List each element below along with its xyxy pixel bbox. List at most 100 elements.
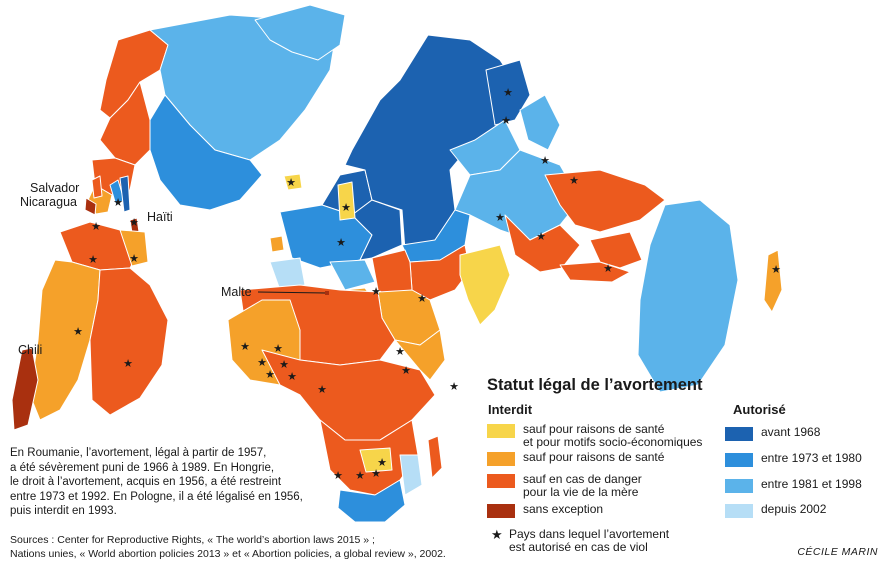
west-coast-strip: [99, 81, 151, 166]
star-icon: ★: [540, 154, 550, 167]
salvador-nicaragua-region: [84, 197, 97, 216]
star-icon: ★: [91, 220, 101, 233]
legend-item-label: sauf pour raisons de santé et pour motif…: [523, 422, 703, 449]
australia-region: [637, 199, 739, 393]
legend-item-before-1968: avant 1968: [725, 426, 820, 441]
star-icon: ★: [129, 216, 139, 229]
star-icon: ★: [273, 342, 283, 355]
legend-swatch: [725, 479, 753, 493]
label-salvador: Salvador: [30, 181, 80, 195]
star-icon: ★: [569, 174, 579, 187]
star-icon: ★: [417, 292, 427, 305]
legend-item-no-exception: sans exception: [487, 503, 603, 518]
star-icon: ★: [495, 211, 505, 224]
legend-swatch: [725, 453, 753, 467]
legend-item-label: sauf pour raisons de santé: [523, 450, 665, 464]
star-icon: ★: [265, 368, 275, 381]
label-nicaragua: Nicaragua: [20, 195, 77, 209]
india-region: [459, 244, 511, 326]
star-icon: ★: [449, 380, 459, 393]
legend-swatch: [725, 427, 753, 441]
islands-strip: [559, 261, 631, 283]
guyana-region: [119, 229, 149, 267]
legend-swatch: [487, 452, 515, 466]
star-icon: ★: [88, 253, 98, 266]
kamchatka-region: [485, 59, 531, 126]
star-icon: ★: [257, 356, 267, 369]
ireland-region: [269, 235, 285, 253]
historical-note: En Roumanie, l’avortement, légal à parti…: [10, 447, 303, 517]
star-icon: ★: [287, 370, 297, 383]
sweden-region: [337, 181, 356, 221]
star-icon: ★: [401, 364, 411, 377]
star-icon: ★: [123, 357, 133, 370]
star-icon: ★: [501, 114, 511, 127]
label-haiti: Haïti: [147, 210, 173, 224]
star-icon: ★: [377, 456, 387, 469]
legend-item-label: entre 1973 et 1980: [761, 451, 862, 465]
sources: Sources : Center for Reproductive Rights…: [10, 534, 446, 560]
star-icon: ★: [279, 358, 289, 371]
star-icon: ★: [341, 201, 351, 214]
label-malte: Malte: [221, 285, 252, 299]
legend-item-label: avant 1968: [761, 425, 821, 439]
alaska-islands: [91, 175, 103, 199]
andes-region: [29, 259, 101, 421]
malte-leader-line: [257, 291, 327, 294]
legend-item-since-2002: depuis 2002: [725, 503, 826, 518]
star-icon: ★: [317, 383, 327, 396]
southeast-asia: [504, 214, 581, 273]
chile-strip: [11, 347, 39, 431]
legend-authorized-heading: Autorisé: [733, 402, 786, 417]
east-horn-africa: [394, 329, 446, 381]
star-icon: ★: [371, 467, 381, 480]
greenland-region: [254, 4, 346, 61]
legend-swatch: [487, 424, 515, 438]
star-icon: ★: [73, 325, 83, 338]
star-icon: ★: [395, 345, 405, 358]
indonesia-region: [544, 169, 666, 233]
new-zealand-region: [763, 249, 783, 313]
author-credit: CÉCILE MARIN: [797, 546, 878, 558]
legend-star-label: Pays dans lequel l’avortement est autori…: [509, 527, 670, 554]
legend-item-health-socioeconomic: sauf pour raisons de santé et pour motif…: [487, 423, 702, 449]
legend-item-label: entre 1981 et 1998: [761, 477, 862, 491]
cuba-region: [119, 175, 131, 213]
legend-swatch: [487, 474, 515, 488]
star-icon: ★: [240, 340, 250, 353]
iberia-region: [269, 257, 306, 291]
legend-item-health: sauf pour raisons de santé: [487, 451, 664, 466]
legend-item-1981-1998: entre 1981 et 1998: [725, 478, 862, 493]
star-icon: ★: [771, 263, 781, 276]
italy-balkans: [329, 259, 376, 291]
legend-item-label: depuis 2002: [761, 502, 827, 516]
legend-item-label: sauf en cas de danger pour la vie de la …: [523, 472, 642, 499]
zambia-region: [359, 447, 393, 473]
star-icon: ★: [355, 469, 365, 482]
legend-title: Statut légal de l’avortement: [487, 376, 703, 394]
star-icon: ★: [113, 196, 123, 209]
korea-japan: [519, 94, 561, 151]
philippines-region: [589, 231, 643, 269]
star-icon: ★: [286, 176, 296, 189]
star-icon: ★: [503, 86, 513, 99]
legend-swatch: [725, 504, 753, 518]
legend-star-item: ★ Pays dans lequel l’avortement est auto…: [491, 528, 669, 554]
iceland-region: [283, 173, 303, 191]
star-icon: ★: [491, 527, 503, 542]
mozambique-region: [399, 454, 423, 496]
star-icon: ★: [603, 262, 613, 275]
star-icon: ★: [536, 230, 546, 243]
madagascar-region: [427, 435, 443, 479]
legend-item-label: sans exception: [523, 502, 604, 516]
legend-item-1973-1980: entre 1973 et 1980: [725, 452, 862, 467]
star-icon: ★: [371, 285, 381, 298]
label-chili: Chili: [18, 343, 43, 357]
legend-swatch: [487, 504, 515, 518]
malte-marker: [325, 291, 329, 295]
south-africa-region: [337, 479, 406, 523]
brazil-region: [89, 267, 169, 416]
star-icon: ★: [333, 469, 343, 482]
legend-forbidden-heading: Interdit: [488, 402, 533, 417]
